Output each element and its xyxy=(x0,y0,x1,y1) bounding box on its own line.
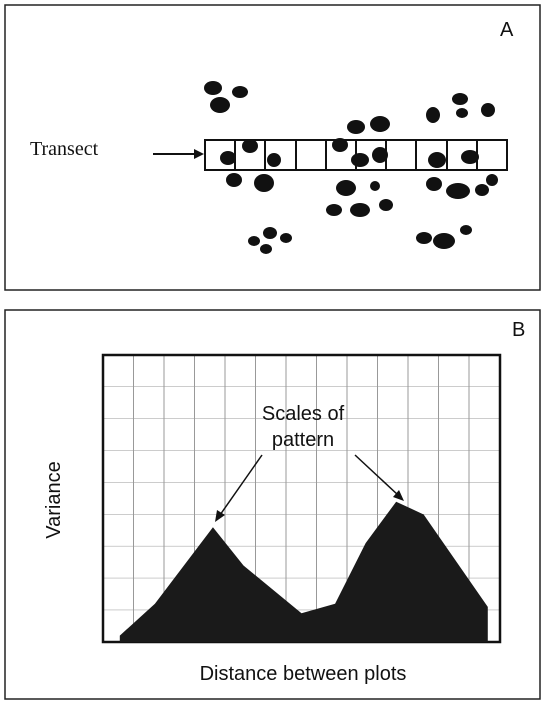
x-axis-label: Distance between plots xyxy=(200,663,407,685)
annotation: Scales of xyxy=(262,403,345,425)
figure: A Transect B Scales of pattern Distance … xyxy=(0,0,545,700)
arrow xyxy=(153,149,204,159)
panel-label: A xyxy=(500,19,514,41)
panel-label: B xyxy=(512,319,525,341)
plants xyxy=(204,81,498,254)
annotation: pattern xyxy=(272,429,334,451)
transect-label: Transect xyxy=(30,138,99,160)
y-axis-label: Variance xyxy=(43,461,65,538)
